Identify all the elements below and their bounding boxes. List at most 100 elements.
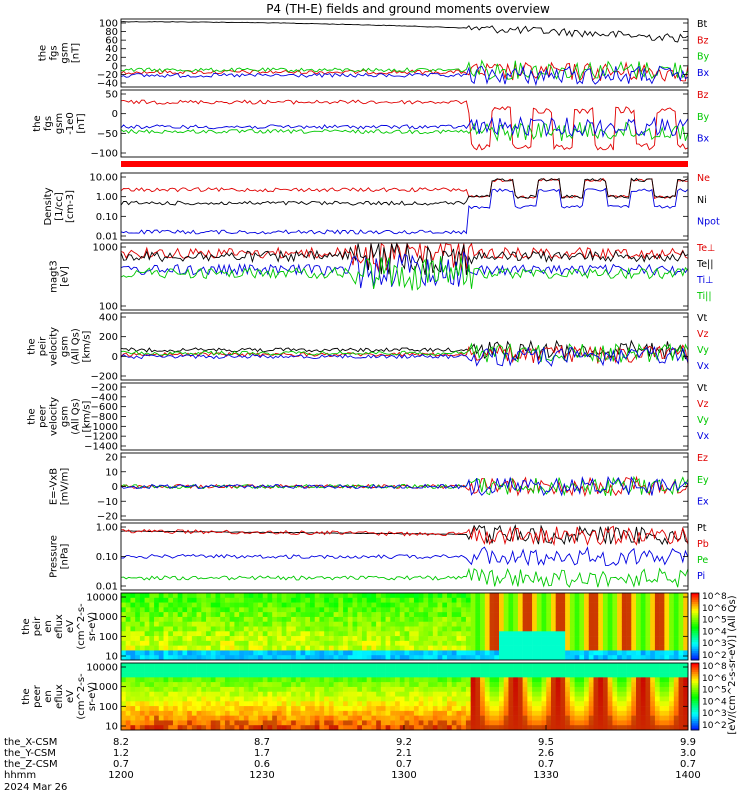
legend-entry: Ti||: [696, 291, 712, 302]
x-axis-row-name: the_Y-CSM: [4, 748, 56, 759]
legend-entry: Vt: [697, 313, 707, 324]
colorbar-tick-label: 10^6: [702, 674, 727, 684]
y-tick-label: −50: [97, 129, 118, 140]
legend-entry: Ey: [697, 475, 709, 486]
trace-Bx: [120, 116, 689, 138]
trace-Te||: [120, 242, 689, 276]
trace-Vt: [120, 339, 689, 361]
y-tick-label: 400: [99, 313, 118, 324]
figure-title: P4 (TH-E) fields and ground moments over…: [266, 2, 550, 16]
y-tick-label: 80: [105, 27, 118, 38]
x-tick-label: 0.7: [113, 759, 129, 770]
x-tick-label: 1330: [533, 770, 558, 781]
panel-label: thefgsgsm-1e0[nT]: [32, 112, 87, 135]
colorbar-tick-label: 10^2: [702, 651, 727, 661]
trace-Pi: [121, 546, 689, 567]
y-tick-label: 10: [105, 467, 118, 478]
colorbar-tick-label: 10^5: [702, 616, 727, 626]
legend-entry: Pi: [697, 571, 705, 582]
y-tick-label: 100: [99, 632, 118, 643]
trace-By: [120, 59, 689, 81]
legend-entry: Bx: [697, 68, 710, 79]
trace-Bx: [120, 65, 689, 87]
legend-entry: Vx: [697, 431, 709, 442]
y-tick-label: −200: [91, 383, 118, 394]
x-tick-label: 2.1: [396, 748, 412, 759]
y-tick-label: 20: [105, 453, 118, 464]
trace-Vy: [120, 342, 689, 363]
y-tick-label: 0.10: [96, 552, 118, 563]
trace-Ex: [120, 475, 689, 497]
trace-Ti⊥: [120, 250, 689, 289]
trace-Bz: [120, 99, 689, 151]
y-tick-label: 0: [112, 352, 118, 363]
panel-peir-en: 10^8 10^6 10^510^4 10^3 10^2 10000 1000 100 10 th…: [21, 592, 727, 663]
x-axis-row-name: hhmm: [4, 770, 36, 781]
x-tick-label: 1200: [108, 770, 133, 781]
x-tick-label: 8.7: [254, 737, 270, 748]
y-tick-label: 10000: [86, 663, 118, 674]
x-tick-label: 1.7: [254, 748, 270, 759]
y-tick-label: 1.00: [96, 192, 118, 203]
trace-Ne: [120, 177, 689, 200]
y-tick-label: 0.10: [96, 212, 118, 223]
x-tick-label: 3.0: [680, 748, 696, 759]
colorbar-tick-label: 10^3: [702, 709, 727, 719]
legend-entry: By: [697, 112, 710, 123]
panel-label: thepeirenefluxeV(cm^2-s-sr-eV): [21, 603, 98, 650]
x-tick-label: 0.6: [254, 759, 270, 770]
legend-entry: Ti⊥: [696, 275, 713, 286]
legend-entry: Pb: [697, 539, 709, 550]
panel-pressure: Pt Pb Pe Pi 1.00 0.10 0.01 Pressure[nPa]: [49, 523, 709, 593]
legend-entry: Vz: [697, 329, 709, 340]
colorbar-tick-label: 10^5: [702, 686, 727, 696]
x-tick-label: 9.9: [680, 737, 696, 748]
x-tick-label: 0.7: [396, 759, 412, 770]
y-tick-label: 100: [99, 19, 118, 30]
y-tick-label: 60: [105, 36, 118, 47]
y-tick-label: 10.00: [89, 173, 118, 184]
panel-frame: [120, 242, 689, 311]
y-tick-label: −1000: [84, 422, 118, 433]
panel-density: Ne Ni Npot 10.00 1.00 0.10 0.01 Density[1/cc][c…: [43, 173, 720, 243]
panel-frame: [120, 382, 689, 451]
panel-frame: [120, 522, 689, 591]
y-tick-label: 100: [99, 302, 118, 313]
panel-label: E=-VxB[mV/m]: [49, 468, 71, 506]
colorbar-tick-label: 10^2: [702, 721, 727, 731]
panel-frame: [120, 312, 689, 381]
x-tick-label: 2.6: [538, 748, 554, 759]
y-tick-label: 1000: [93, 612, 118, 623]
legend-entry: Ne: [697, 173, 710, 184]
x-tick-label: 9.2: [396, 737, 412, 748]
legend-entry: Vx: [697, 361, 709, 372]
x-tick-label: 1.2: [113, 748, 129, 759]
colorbar-label: [eV/(cm^2-s-sr-eV)] (All Qs): [727, 595, 738, 734]
panel-peer-vel: Vt Vz Vy Vx −200−400−600−800−1000−1200−1400 t…: [27, 383, 710, 453]
panel-label: thepeirvelocitygsm(All Qs)[km/s]: [27, 327, 93, 366]
colorbar-tick-label: 10^4: [702, 627, 727, 637]
x-axis-labels: the_X-CSM 8.2 8.7 9.2 9.5 9.9 the_Y-CSM 1.2 1.7 2…: [4, 725, 701, 793]
legend-entry: Bt: [697, 19, 708, 30]
legend-entry: Te⊥: [696, 243, 715, 254]
x-tick-label: 9.5: [538, 737, 554, 748]
y-tick-label: 10: [105, 652, 118, 663]
x-axis-row-name: the_X-CSM: [4, 737, 57, 748]
legend-entry: By: [697, 52, 710, 63]
panel-label: magt3[eV]: [49, 260, 71, 293]
legend-entry: Vy: [697, 415, 709, 426]
colorbar-tick-label: 10^3: [702, 639, 727, 649]
legend-entry: Npot: [697, 217, 720, 228]
panel-label: thefgsgsm[nT]: [38, 42, 82, 63]
panel-frame: [120, 18, 689, 88]
y-tick-label: −1200: [84, 432, 118, 443]
legend-entry: Bz: [697, 90, 709, 101]
panel-temp: Te⊥ Te|| Ti⊥ Ti|| 1000 100 magt3[eV]: [49, 242, 715, 313]
date-label: 2024 Mar 26: [4, 782, 67, 793]
y-tick-label: −400: [91, 392, 118, 403]
y-tick-label: 20: [105, 53, 118, 64]
colorbar-tick-label: 10^4: [702, 697, 727, 707]
panels-group: BtBzByBx100806040200−20−40thefgsgsm[nT]B…: [21, 19, 738, 735]
y-tick-label: 0: [112, 109, 118, 120]
